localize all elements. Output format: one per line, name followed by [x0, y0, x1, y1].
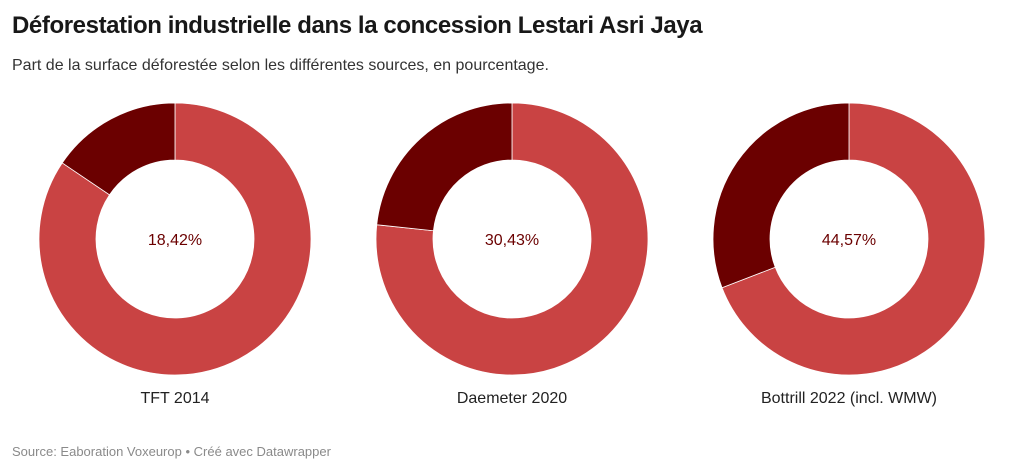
donut-2-category-label: Bottrill 2022 (incl. WMW) [761, 390, 937, 407]
donut-1: 30,43% Daemeter 2020 [375, 102, 649, 407]
donut-0-slice-rest [38, 102, 312, 376]
donut-1-slice-deforested [376, 102, 513, 232]
donut-2: 44,57% Bottrill 2022 (incl. WMW) [712, 102, 986, 407]
donut-0-slice-deforested [61, 102, 176, 196]
chart-subtitle: Part de la surface déforestée selon les … [12, 57, 549, 74]
donut-0-value-label: 18,42% [148, 232, 202, 249]
separator: • [185, 444, 191, 459]
donut-0-category-label: TFT 2014 [140, 390, 209, 407]
footer: Source: Eaboration Voxeurop • Créé avec … [12, 444, 331, 459]
donut-0: 18,42% TFT 2014 [38, 102, 312, 407]
donut-charts: 18,42% TFT 2014 30,43% Daemeter 2020 44,… [38, 102, 986, 407]
donut-1-value-label: 30,43% [485, 232, 539, 249]
source-text: Source: Eaboration Voxeurop [12, 444, 182, 459]
chart-title: Déforestation industrielle dans la conce… [12, 12, 703, 39]
credit-link[interactable]: Créé avec Datawrapper [193, 444, 331, 459]
donut-1-category-label: Daemeter 2020 [457, 390, 567, 407]
donut-2-value-label: 44,57% [822, 232, 876, 249]
donut-2-slice-deforested [712, 102, 850, 289]
donut-1-slice-rest [375, 102, 649, 376]
donut-2-slice-rest [721, 102, 986, 376]
